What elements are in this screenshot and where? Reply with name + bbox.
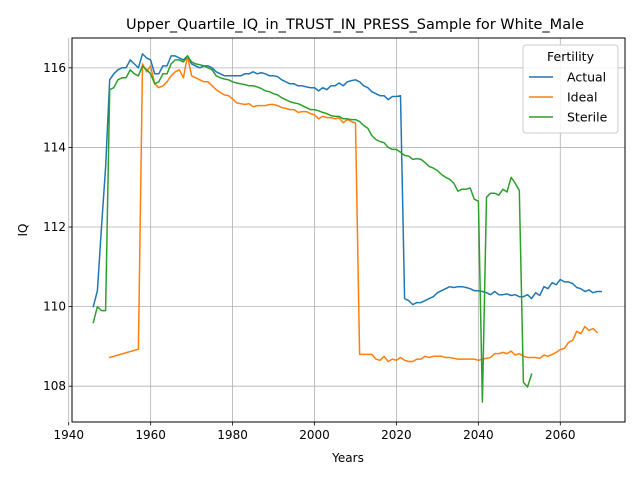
x-tick-label: 1980 xyxy=(217,428,248,442)
plot-frame xyxy=(71,37,626,423)
x-tick-label: 1940 xyxy=(53,428,84,442)
x-tick-label: 2020 xyxy=(381,428,412,442)
x-tick-label: 2000 xyxy=(299,428,330,442)
chart-title: Upper_Quartile_IQ_in_TRUST_IN_PRESS_Samp… xyxy=(126,17,584,33)
y-axis: 108 110 112 114 116 xyxy=(43,61,72,393)
y-tick-label: 108 xyxy=(43,379,66,393)
x-axis-label: Years xyxy=(331,451,364,465)
series-line-ideal xyxy=(108,55,599,363)
grid-lines xyxy=(68,38,625,422)
legend-box xyxy=(522,44,619,134)
y-tick-label: 112 xyxy=(43,220,66,234)
x-axis: 1940 1960 1980 2000 2020 2040 2060 xyxy=(53,422,576,442)
series-layer xyxy=(92,53,602,403)
series-line-actual xyxy=(92,53,602,308)
y-tick-label: 116 xyxy=(43,61,66,75)
legend-label-ideal: Ideal xyxy=(567,90,597,105)
y-axis-label: IQ xyxy=(16,224,30,237)
legend-title: Fertility xyxy=(547,49,595,64)
legend-label-actual: Actual xyxy=(567,70,606,85)
y-tick-label: 110 xyxy=(43,300,66,314)
y-tick-label: 114 xyxy=(43,140,66,154)
series-line-sterile xyxy=(92,55,533,403)
legend: Fertility Actual Ideal Sterile xyxy=(522,44,619,134)
x-tick-label: 1960 xyxy=(135,428,166,442)
legend-label-sterile: Sterile xyxy=(567,110,608,125)
x-tick-label: 2040 xyxy=(463,428,494,442)
x-tick-label: 2060 xyxy=(545,428,576,442)
